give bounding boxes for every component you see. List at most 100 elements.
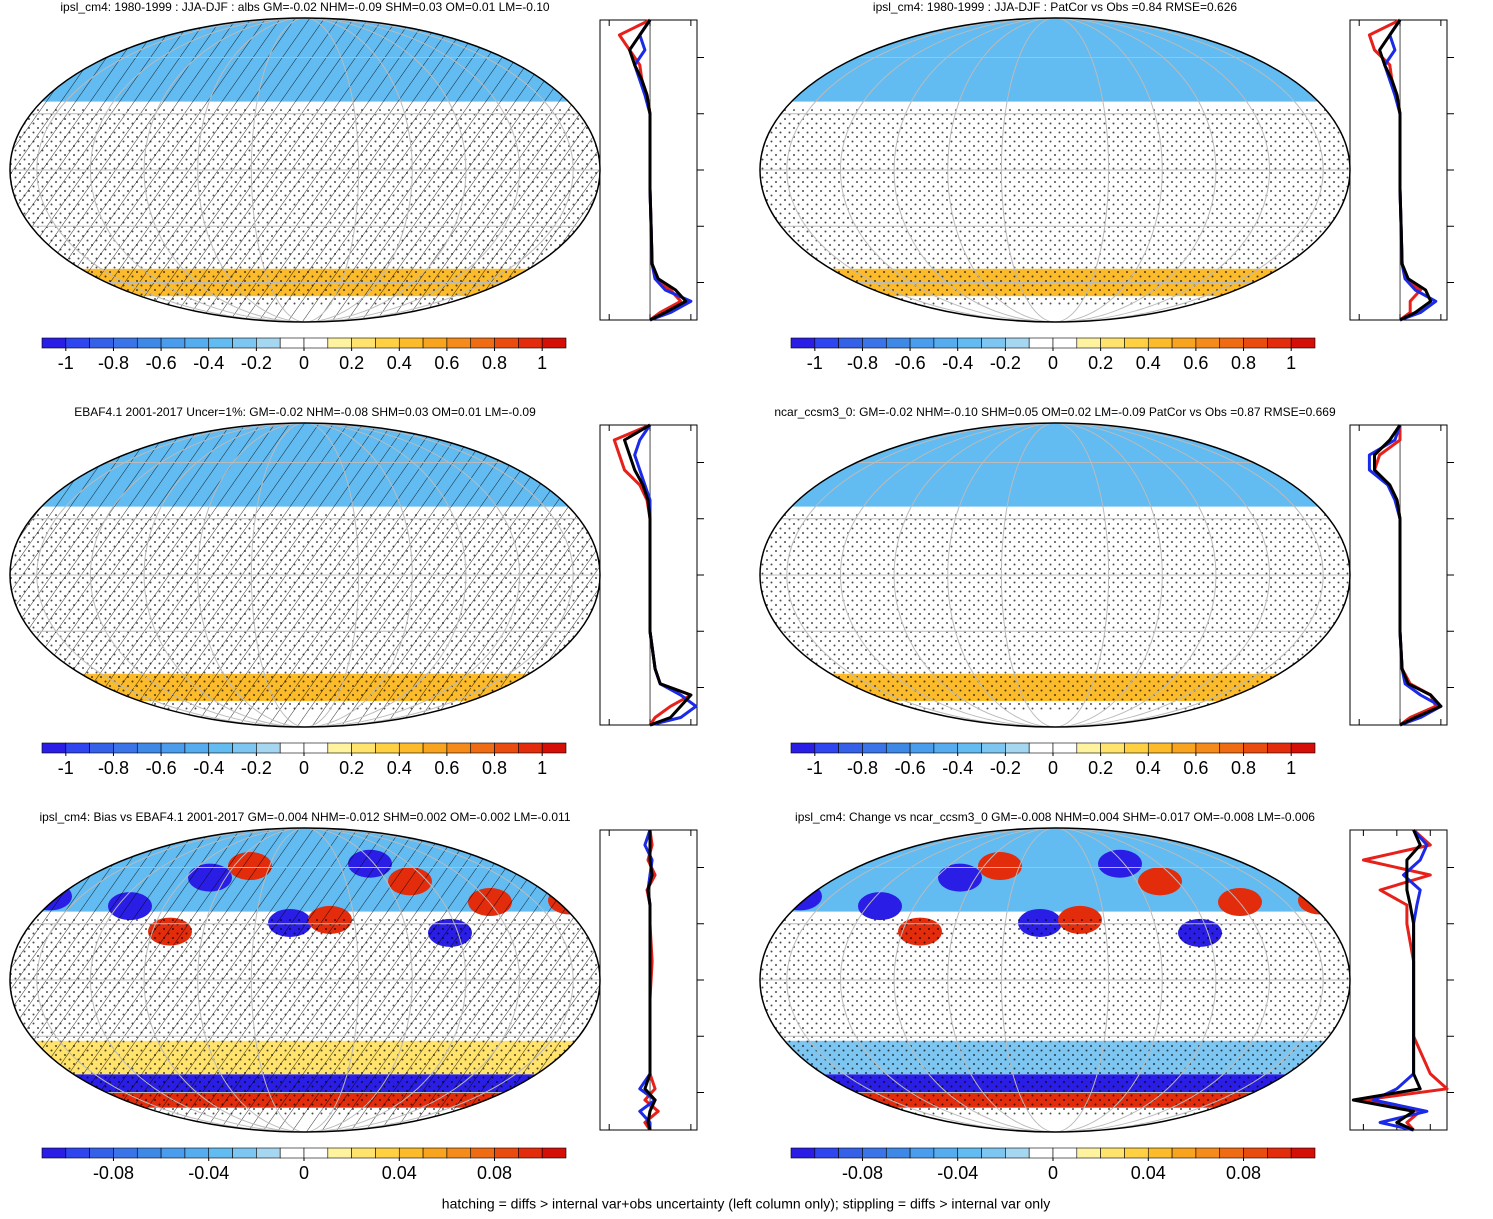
- colorbar-box: [1267, 742, 1292, 754]
- colorbar-box: [981, 742, 1006, 754]
- colorbar-box: [65, 337, 90, 349]
- colorbar-box: [1076, 742, 1101, 754]
- colorbar-box: [1290, 337, 1316, 349]
- colorbar-box: [1219, 1147, 1244, 1159]
- colorbar-label: 1: [1286, 353, 1296, 373]
- graticule: [839, 18, 1271, 322]
- colorbar-label: 0.04: [382, 1163, 417, 1183]
- graticule: [893, 18, 1217, 322]
- colorbar-box: [1243, 1147, 1268, 1159]
- colorbar-box: [1147, 1147, 1173, 1159]
- stippling: [760, 919, 1350, 1117]
- footnote: hatching = diffs > internal var+obs unce…: [442, 1196, 1050, 1212]
- colorbar-label: -0.4: [942, 758, 973, 778]
- colorbar-box: [933, 742, 959, 754]
- graticule: [947, 18, 1163, 322]
- graticule: [947, 828, 1163, 1132]
- colorbar-box: [160, 742, 186, 754]
- colorbar-box: [1219, 337, 1244, 349]
- colorbar-box: [541, 1147, 567, 1159]
- panel-title: ncar_ccsm3_0: GM=-0.02 NHM=-0.10 SHM=0.0…: [774, 405, 1336, 419]
- colorbar-label: 0.6: [1183, 353, 1208, 373]
- map-fields: [760, 828, 1350, 1132]
- colorbar-label: -1: [807, 353, 823, 373]
- graticule: [250, 423, 360, 727]
- colorbar-label: 0.2: [339, 353, 364, 373]
- colorbar-box: [1052, 1147, 1078, 1159]
- colorbar-box: [1290, 742, 1316, 754]
- colorbar-label: 0: [299, 1163, 309, 1183]
- profile-line: [628, 19, 688, 322]
- panel-title: ipsl_cm4: Change vs ncar_ccsm3_0 GM=-0.0…: [795, 810, 1315, 824]
- colorbar-box: [1290, 1147, 1316, 1159]
- colorbar-label: -1: [807, 758, 823, 778]
- colorbar-label: 1: [537, 758, 547, 778]
- colorbar-box: [41, 742, 67, 754]
- graticule: [1000, 18, 1110, 322]
- colorbar-box: [1195, 337, 1221, 349]
- field: [1258, 844, 1302, 873]
- colorbar-label: -0.08: [93, 1163, 134, 1183]
- colorbar-box: [1267, 337, 1292, 349]
- panel-title: ipsl_cm4: Bias vs EBAF4.1 2001-2017 GM=-…: [39, 810, 570, 824]
- panel-title: EBAF4.1 2001-2017 Uncer=1%: GM=-0.02 NHM…: [74, 405, 536, 419]
- colorbar-label: 0.08: [1226, 1163, 1261, 1183]
- colorbar-box: [470, 1147, 495, 1159]
- map: [9, 17, 601, 323]
- colorbar-box: [446, 1147, 472, 1159]
- colorbar-label: 1: [537, 353, 547, 373]
- graticule: [89, 18, 521, 322]
- colorbar-box: [1195, 1147, 1221, 1159]
- colorbar-box: [1124, 1147, 1149, 1159]
- colorbar-box: [909, 337, 935, 349]
- field: [1218, 888, 1262, 917]
- colorbar-box: [814, 337, 839, 349]
- colorbar-box: [838, 1147, 863, 1159]
- graticule: [36, 828, 574, 1132]
- colorbar-label: -0.8: [847, 758, 878, 778]
- colorbar-box: [790, 337, 816, 349]
- colorbar-box: [303, 337, 329, 349]
- colorbar-box: [89, 742, 114, 754]
- colorbar-box: [89, 1147, 114, 1159]
- graticule: [839, 423, 1271, 727]
- graticule: [89, 828, 521, 1132]
- colorbar-box: [279, 742, 305, 754]
- field: [760, 828, 1350, 912]
- profile-line: [1373, 424, 1443, 727]
- field: [1098, 849, 1142, 878]
- graticule: [839, 828, 1271, 1132]
- colorbar-box: [909, 1147, 935, 1159]
- graticule: [250, 18, 360, 322]
- colorbar-box: [1005, 337, 1030, 349]
- graticule: [197, 828, 413, 1132]
- field: [858, 892, 902, 921]
- colorbar-box: [256, 1147, 281, 1159]
- profile-line: [643, 830, 657, 1131]
- colorbar-box: [814, 1147, 839, 1159]
- colorbar-box: [232, 1147, 257, 1159]
- colorbar-label: -0.6: [895, 353, 926, 373]
- colorbar-label: 0.8: [482, 353, 507, 373]
- colorbar-box: [1052, 742, 1078, 754]
- colorbar-box: [351, 1147, 376, 1159]
- colorbar-box: [981, 337, 1006, 349]
- profile-line: [1351, 829, 1422, 1132]
- panel-title: ipsl_cm4: 1980-1999 : JJA-DJF : PatCor v…: [873, 0, 1237, 14]
- graticule: [947, 423, 1163, 727]
- colorbar-box: [65, 742, 90, 754]
- colorbar-box: [136, 1147, 162, 1159]
- map: [759, 422, 1351, 728]
- colorbar-box: [41, 1147, 67, 1159]
- colorbar-box: [790, 1147, 816, 1159]
- colorbar-label: -0.4: [193, 758, 224, 778]
- panel-title: ipsl_cm4: 1980-1999 : JJA-DJF : albs GM=…: [60, 0, 550, 14]
- colorbar-label: 0.04: [1131, 1163, 1166, 1183]
- colorbar-label: -0.6: [146, 758, 177, 778]
- colorbar-label: -0.6: [146, 353, 177, 373]
- colorbar-box: [303, 1147, 329, 1159]
- colorbar-box: [957, 742, 982, 754]
- field: [760, 18, 1350, 102]
- colorbar-label: -0.08: [842, 1163, 883, 1183]
- colorbar-box: [1100, 337, 1125, 349]
